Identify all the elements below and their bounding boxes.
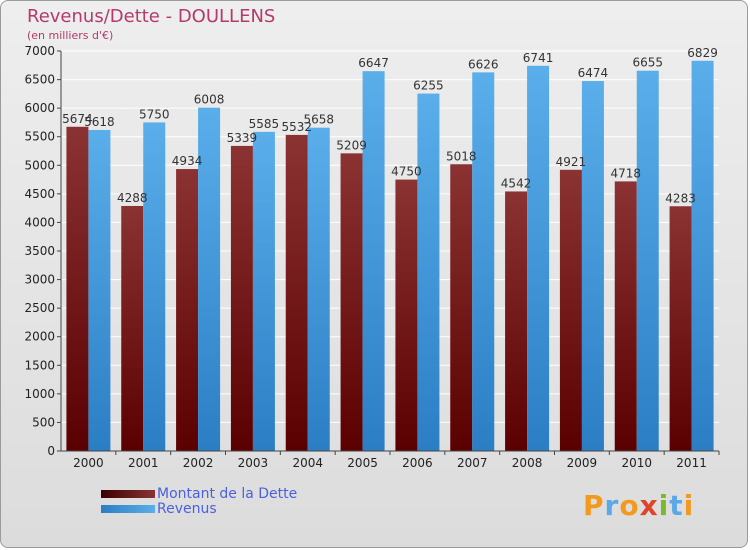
data-label-dette: 5018 <box>446 149 477 163</box>
chart-subtitle: (en milliers d'€) <box>27 29 114 42</box>
data-label-revenus: 6255 <box>413 79 444 93</box>
y-tick-label: 5000 <box>24 158 55 172</box>
bar-dette <box>614 181 637 451</box>
data-label-dette: 4750 <box>391 165 422 179</box>
bar-dette <box>395 179 418 452</box>
bar-revenus <box>581 81 604 452</box>
x-tick-label: 2004 <box>292 456 323 470</box>
logo-letter: x <box>639 489 659 522</box>
bar-revenus <box>691 60 714 452</box>
x-tick-label: 2000 <box>73 456 104 470</box>
bar-revenus <box>362 71 385 452</box>
data-label-dette: 4288 <box>117 191 148 205</box>
bars <box>66 60 714 452</box>
bar-revenus <box>252 131 275 451</box>
y-tick-label: 6500 <box>24 73 55 87</box>
legend-swatch-dette <box>101 490 155 498</box>
logo-letter: i <box>683 489 695 522</box>
data-label-dette: 5674 <box>62 112 93 126</box>
y-tick-label: 6000 <box>24 101 55 115</box>
data-label-dette: 5209 <box>336 138 367 152</box>
bar-revenus <box>307 127 330 451</box>
logo-letter: P <box>583 489 605 522</box>
bar-revenus <box>417 93 440 452</box>
bar-dette <box>285 134 308 451</box>
chart-title: Revenus/Dette - DOULLENS <box>27 6 276 27</box>
bar-dette <box>230 145 253 451</box>
data-label-revenus: 6655 <box>632 56 663 70</box>
y-tick-label: 4000 <box>24 215 55 229</box>
bar-dette <box>559 169 582 452</box>
bar-dette <box>66 126 89 452</box>
y-tick-label: 7000 <box>24 44 55 58</box>
bar-revenus <box>143 122 166 451</box>
bar-revenus <box>472 72 495 451</box>
legend-swatch-revenus <box>101 505 155 513</box>
x-tick-label: 2006 <box>402 456 433 470</box>
y-tick-label: 0 <box>47 444 55 458</box>
x-tick-label: 2011 <box>676 456 707 470</box>
logo-letter: o <box>619 489 640 522</box>
data-label-dette: 4934 <box>172 154 203 168</box>
data-label-revenus: 5618 <box>84 115 115 129</box>
data-label-revenus: 6626 <box>468 57 499 71</box>
x-tick-label: 2002 <box>183 456 214 470</box>
logo-letter: r <box>604 489 620 522</box>
data-label-revenus: 6741 <box>523 51 554 65</box>
bar-revenus <box>88 129 111 451</box>
logo-letter: t <box>669 489 684 522</box>
proxiti-logo: Proxiti <box>583 489 694 522</box>
data-label-revenus: 6008 <box>194 93 225 107</box>
y-tick-label: 2500 <box>24 301 55 315</box>
bar-dette <box>340 153 363 452</box>
x-tick-label: 2003 <box>238 456 269 470</box>
y-tick-label: 2000 <box>24 330 55 344</box>
y-tick-label: 1500 <box>24 358 55 372</box>
data-label-revenus: 5750 <box>139 107 170 121</box>
data-label-dette: 4283 <box>665 191 696 205</box>
legend-label-dette: Montant de la Dette <box>157 486 298 502</box>
bar-revenus <box>198 107 221 451</box>
bar-dette <box>176 169 199 452</box>
y-tick-label: 3000 <box>24 273 55 287</box>
data-label-revenus: 5658 <box>303 113 334 127</box>
bar-revenus <box>636 70 659 451</box>
legend-label-revenus: Revenus <box>157 501 217 517</box>
y-tick-label: 1000 <box>24 387 55 401</box>
data-label-dette: 4718 <box>610 166 641 180</box>
data-label-dette: 4542 <box>501 176 532 190</box>
y-tick-label: 4500 <box>24 187 55 201</box>
data-label-revenus: 6474 <box>578 66 609 80</box>
x-tick-label: 2005 <box>347 456 378 470</box>
bar-dette <box>121 205 144 451</box>
bar-dette <box>669 206 692 451</box>
x-tick-label: 2008 <box>512 456 543 470</box>
x-tick-label: 2009 <box>567 456 598 470</box>
axes: 0 500 1000 1500 2000 2500 3000 3500 4000 4500 5000… <box>24 44 720 470</box>
data-label-dette: 4921 <box>556 155 587 169</box>
bar-revenus <box>527 65 550 452</box>
data-label-revenus: 5585 <box>249 117 280 131</box>
bar-dette <box>505 191 528 451</box>
data-label-dette: 5532 <box>281 120 312 134</box>
x-tick-label: 2010 <box>621 456 652 470</box>
y-tick-label: 5500 <box>24 130 55 144</box>
y-tick-label: 500 <box>32 415 55 429</box>
grid-lines <box>61 50 719 452</box>
data-label-revenus: 6647 <box>358 56 389 70</box>
x-tick-label: 2007 <box>457 456 488 470</box>
logo-letter: i <box>658 489 670 522</box>
data-label-dette: 5339 <box>227 131 258 145</box>
data-label-revenus: 6829 <box>687 46 718 60</box>
x-tick-label: 2001 <box>128 456 159 470</box>
y-tick-label: 3500 <box>24 244 55 258</box>
bar-dette <box>450 164 473 451</box>
